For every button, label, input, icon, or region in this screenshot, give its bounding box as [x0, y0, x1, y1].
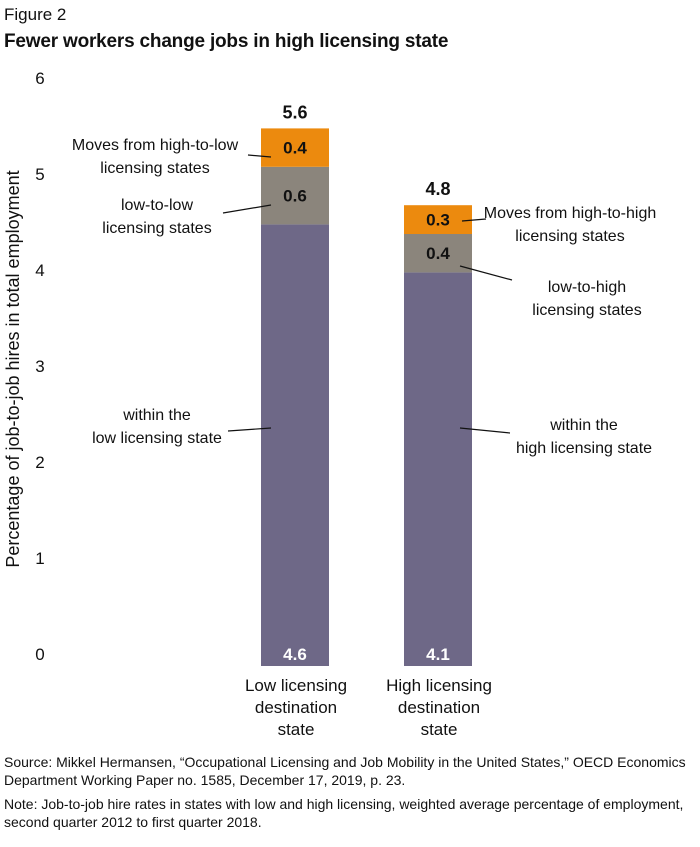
segment-value-label: 0.3 [426, 211, 450, 230]
annotation-text: licensing states [102, 220, 211, 237]
annotation-text: low licensing state [92, 430, 222, 447]
segment-value-label: 0.4 [283, 139, 307, 158]
annotation-text: high licensing state [516, 440, 652, 457]
segment-value-label: 0.4 [426, 244, 450, 263]
y-axis-ticks: 0 1 2 3 4 5 6 [35, 69, 44, 664]
category-label: destination [398, 698, 480, 717]
y-tick-label: 2 [35, 453, 44, 472]
y-tick-label: 1 [35, 549, 44, 568]
annotation-text: licensing states [532, 302, 641, 319]
annotation-text: within the [549, 417, 618, 434]
y-axis-label: Percentage of job-to-job hires in total … [3, 170, 23, 567]
category-label: Low licensing [245, 676, 347, 695]
segment-value-label: 4.1 [426, 645, 450, 664]
annotation-leader-line [247, 154, 272, 158]
bars: 4.6 0.6 0.4 5.6 Low licensing destination stat… [245, 102, 492, 739]
source-note: Source: Mikkel Hermansen, “Occupational … [4, 754, 686, 788]
annotation-leader-line [227, 427, 272, 432]
annotation-text: low-to-low [121, 197, 193, 214]
category-label: destination [255, 698, 337, 717]
segment-value-label: 0.6 [283, 187, 307, 206]
annotation-text: Moves from high-to-low [72, 137, 239, 154]
y-tick-label: 6 [35, 69, 44, 88]
bar-segment [261, 128, 329, 167]
chart-note: Note: Job-to-job hire rates in states wi… [4, 796, 684, 830]
annotation-text: within the [122, 407, 191, 424]
annotation-text: licensing states [515, 228, 624, 245]
annotation-leader-line [459, 427, 511, 434]
annotations: within the low licensing state within the h… [72, 137, 656, 457]
bar-total-label: 4.8 [425, 179, 450, 199]
bar-segment [404, 272, 472, 666]
category-label: state [421, 720, 458, 739]
bar-segment [261, 224, 329, 666]
stacked-bar-chart: 0 1 2 3 4 5 6 Percentage of job-to-job hires i… [3, 69, 656, 739]
bar-total-label: 5.6 [282, 102, 307, 122]
segment-value-label: 4.6 [283, 645, 307, 664]
annotation-text: low-to-high [548, 279, 626, 296]
category-label: High licensing [386, 676, 492, 695]
bar-segment [404, 205, 472, 234]
y-tick-label: 0 [35, 645, 44, 664]
annotation-text: Moves from high-to-high [484, 205, 657, 222]
annotation-leader-line [461, 218, 487, 222]
annotation-text: licensing states [100, 160, 209, 177]
annotation-leader-line [222, 204, 272, 214]
y-tick-label: 4 [35, 261, 44, 280]
y-tick-label: 5 [35, 165, 44, 184]
figure-title: Fewer workers change jobs in high licens… [4, 31, 449, 52]
bar-segment [261, 166, 329, 225]
annotation-leader-line [459, 265, 513, 281]
y-tick-label: 3 [35, 357, 44, 376]
category-label: state [278, 720, 315, 739]
figure-label: Figure 2 [4, 5, 67, 24]
